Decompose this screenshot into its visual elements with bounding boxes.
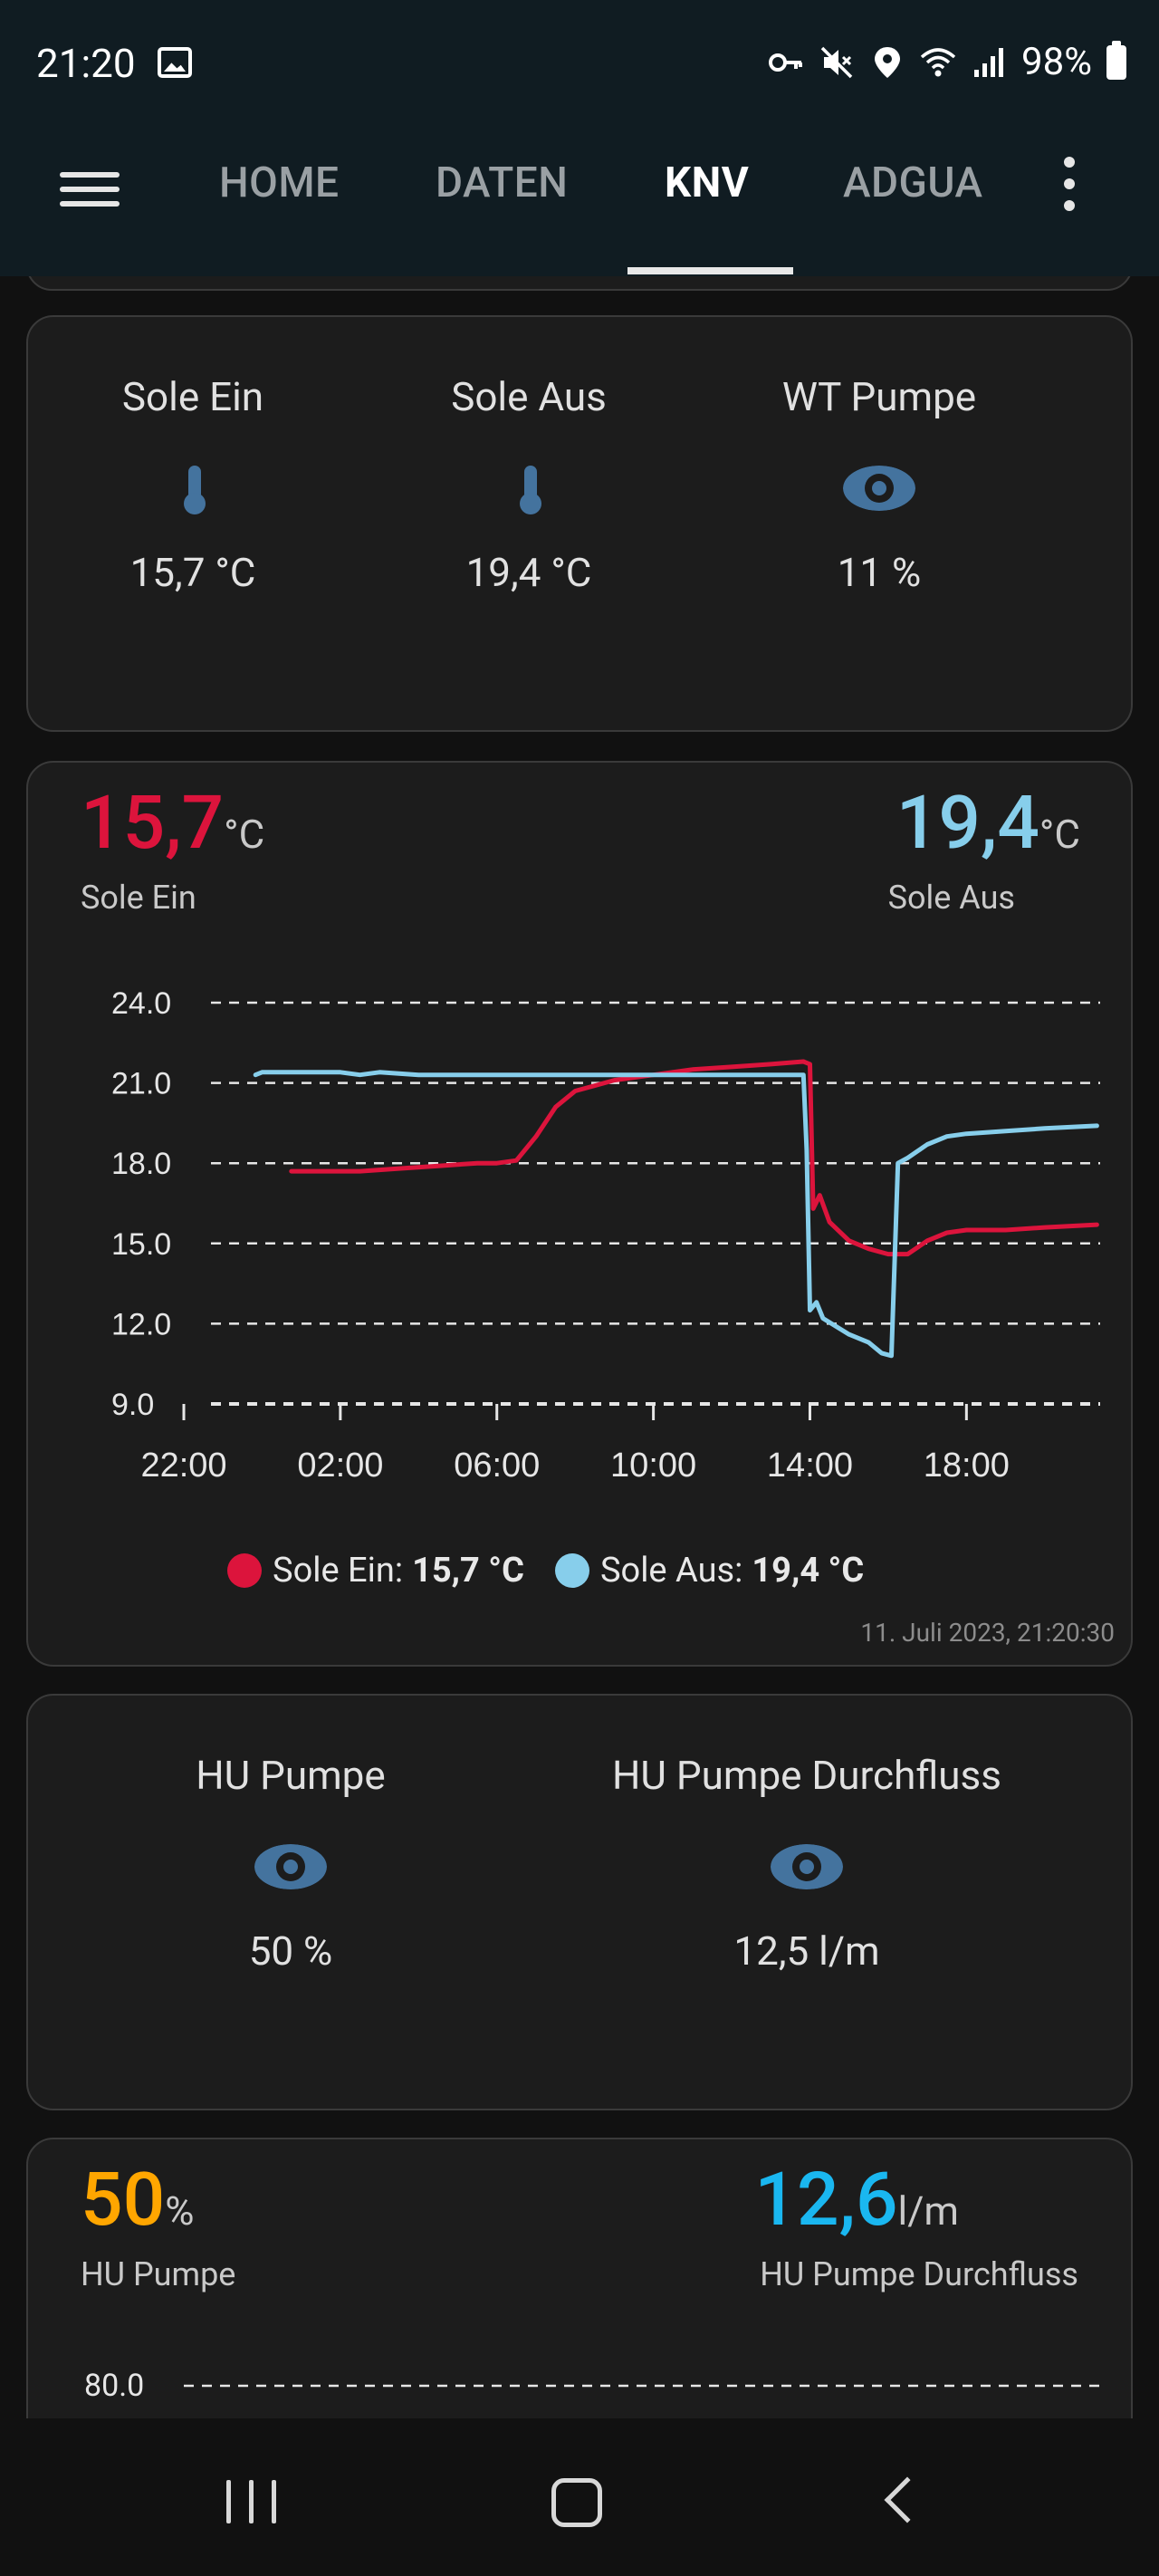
eye-icon bbox=[771, 1844, 843, 1889]
sole-ein-unit: °C bbox=[224, 811, 265, 858]
gridline bbox=[184, 2384, 1100, 2388]
hu-durchfluss-unit: l/m bbox=[897, 2187, 959, 2235]
back-button[interactable] bbox=[884, 2476, 931, 2523]
previous-card bbox=[26, 276, 1133, 291]
entity-value: 11 % bbox=[837, 549, 922, 596]
legend-value-sole-ein: 15,7 °C bbox=[412, 1551, 524, 1591]
last-updated-timestamp: 11. Juli 2023, 21:20:30 bbox=[860, 1618, 1115, 1648]
entity-title: Sole Aus bbox=[451, 373, 607, 420]
entity-value: 50 % bbox=[248, 1927, 333, 1975]
legend-label-sole-ein: Sole Ein: bbox=[273, 1551, 404, 1591]
x-tick-label: 10:00 bbox=[610, 1447, 696, 1485]
legend-label-sole-aus: Sole Aus: bbox=[599, 1551, 743, 1591]
key-icon bbox=[769, 53, 803, 72]
active-tab-indicator bbox=[627, 267, 793, 274]
y-tick-label: 18.0 bbox=[111, 1147, 171, 1181]
entity-hu-pumpe[interactable]: HU Pumpe 50 % bbox=[164, 1752, 417, 1975]
thermometer-icon bbox=[184, 466, 206, 514]
mute-icon bbox=[820, 46, 853, 78]
entity-value: 12,5 l/m bbox=[733, 1927, 880, 1975]
sole-ein-value: 15,7 bbox=[81, 780, 225, 867]
home-button[interactable] bbox=[551, 2478, 602, 2527]
eye-icon bbox=[843, 466, 915, 511]
entity-sole-aus[interactable]: Sole Aus 19,4 °C bbox=[443, 373, 615, 596]
tab-adgua[interactable]: ADGUA bbox=[843, 159, 983, 207]
status-bar: 21:20 98% bbox=[0, 0, 1159, 131]
x-tick-label: 02:00 bbox=[297, 1447, 383, 1485]
image-icon bbox=[158, 47, 192, 78]
signal-icon bbox=[974, 47, 1004, 77]
series-line-sole-aus bbox=[253, 1070, 1099, 1359]
hu-pumpe-unit: % bbox=[165, 2187, 195, 2235]
x-tick-label: 18:00 bbox=[924, 1447, 1010, 1485]
hu-durchfluss-label: HU Pumpe Durchfluss bbox=[760, 2255, 1078, 2293]
status-time: 21:20 bbox=[36, 40, 136, 87]
wifi-icon bbox=[920, 47, 956, 76]
x-tick-label: 06:00 bbox=[454, 1447, 540, 1485]
entities-card-hu: HU Pumpe 50 % HU Pumpe Durchfluss 12,5 l… bbox=[26, 1694, 1133, 2110]
x-tick-label: 22:00 bbox=[140, 1447, 226, 1485]
sole-ein-readout: 15,7°C bbox=[81, 786, 264, 860]
entity-title: Sole Ein bbox=[121, 373, 264, 420]
legend-dot-sole-aus bbox=[554, 1553, 589, 1588]
sole-aus-readout: 19,4°C bbox=[896, 786, 1080, 860]
status-icons: 98% bbox=[768, 40, 1126, 84]
eye-icon bbox=[254, 1844, 327, 1889]
app-bar: HOME DATEN KNV ADGUA bbox=[0, 131, 1159, 276]
battery-icon bbox=[1106, 40, 1126, 80]
sole-temperature-chart[interactable]: 24.0 21.0 18.0 15.0 12.0 9.0 22:00 02:00 06:00 10… bbox=[28, 989, 1135, 1551]
hu-durchfluss-readout: 12,6l/m bbox=[754, 2163, 959, 2237]
legend-value-sole-aus: 19,4 °C bbox=[752, 1551, 865, 1591]
entity-wt-pumpe[interactable]: WT Pumpe 11 % bbox=[777, 373, 982, 596]
entity-value: 15,7 °C bbox=[129, 549, 256, 596]
sole-ein-label: Sole Ein bbox=[81, 879, 196, 917]
sole-aus-value: 19,4 bbox=[896, 780, 1039, 867]
entity-sole-ein[interactable]: Sole Ein 15,7 °C bbox=[111, 373, 274, 596]
tab-knv[interactable]: KNV bbox=[665, 159, 750, 207]
y-tick-label: 21.0 bbox=[111, 1067, 171, 1101]
y-tick-label: 24.0 bbox=[111, 989, 171, 1021]
hu-pumpe-readout: 50% bbox=[81, 2163, 194, 2237]
recents-button[interactable] bbox=[226, 2480, 277, 2523]
hu-durchfluss-value: 12,6 bbox=[754, 2157, 898, 2244]
hu-pumpe-value: 50 bbox=[81, 2157, 166, 2244]
entity-title: HU Pumpe bbox=[196, 1752, 386, 1799]
y-tick-label: 12.0 bbox=[111, 1307, 171, 1341]
entities-card-sole: Sole Ein 15,7 °C Sole Aus 19,4 °C WT Pum… bbox=[26, 315, 1133, 732]
entity-title: HU Pumpe Durchfluss bbox=[612, 1752, 1001, 1799]
location-icon bbox=[875, 46, 901, 78]
entity-hu-pumpe-durchfluss[interactable]: HU Pumpe Durchfluss 12,5 l/m bbox=[580, 1752, 1033, 1975]
y-tick-label: 15.0 bbox=[111, 1227, 171, 1262]
system-nav-bar bbox=[0, 2418, 1159, 2576]
tab-home[interactable]: HOME bbox=[219, 159, 340, 207]
sole-aus-label: Sole Aus bbox=[887, 879, 1015, 917]
tab-daten[interactable]: DATEN bbox=[436, 159, 569, 207]
graph-card-sole[interactable]: 15,7°C Sole Ein 19,4°C Sole Aus 24.0 21.0… bbox=[26, 761, 1133, 1667]
menu-icon[interactable] bbox=[60, 161, 121, 216]
hu-pumpe-label: HU Pumpe bbox=[81, 2255, 236, 2293]
legend-dot-sole-ein bbox=[227, 1553, 262, 1588]
entity-value: 19,4 °C bbox=[465, 549, 592, 596]
series-line-sole-ein bbox=[289, 1059, 1099, 1257]
x-tick-label: 14:00 bbox=[767, 1447, 853, 1485]
y-tick-label: 80.0 bbox=[84, 2368, 145, 2404]
sole-aus-unit: °C bbox=[1039, 811, 1080, 858]
dashboard-content[interactable]: Sole Ein 15,7 °C Sole Aus 19,4 °C WT Pum… bbox=[0, 276, 1159, 2418]
more-options-icon[interactable] bbox=[1061, 157, 1076, 213]
y-tick-label: 9.0 bbox=[111, 1388, 154, 1422]
thermometer-icon bbox=[520, 466, 541, 514]
battery-percent: 98% bbox=[1021, 40, 1092, 84]
chart-legend: Sole Ein: 15,7 °C Sole Aus: 19,4 °C bbox=[227, 1551, 864, 1591]
entity-title: WT Pumpe bbox=[781, 373, 977, 420]
graph-card-hu[interactable]: 50% HU Pumpe 12,6l/m HU Pumpe Durchfluss… bbox=[26, 2138, 1133, 2418]
